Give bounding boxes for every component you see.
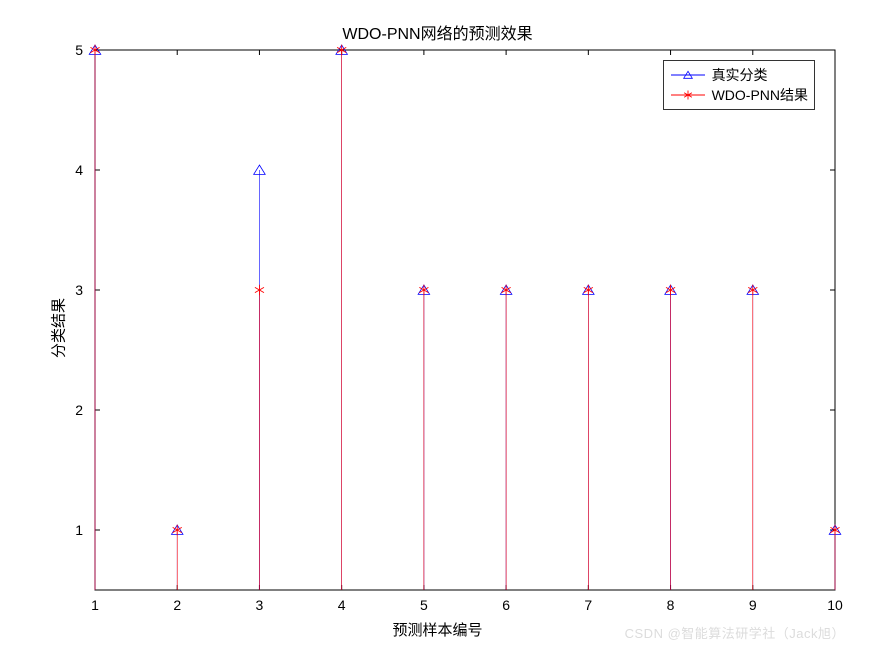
svg-text:4: 4 <box>338 597 346 613</box>
svg-text:1: 1 <box>75 522 83 538</box>
svg-text:7: 7 <box>584 597 592 613</box>
series-WDO-PNN结果 <box>90 45 839 590</box>
svg-text:1: 1 <box>91 597 99 613</box>
legend-label: WDO-PNN结果 <box>712 85 808 105</box>
svg-text:4: 4 <box>75 162 83 178</box>
svg-text:9: 9 <box>749 597 757 613</box>
chart-legend: 真实分类WDO-PNN结果 <box>663 60 815 110</box>
legend-entry: 真实分类 <box>670 65 808 85</box>
legend-label: 真实分类 <box>712 65 768 85</box>
svg-text:8: 8 <box>667 597 675 613</box>
svg-text:3: 3 <box>75 282 83 298</box>
svg-text:5: 5 <box>420 597 428 613</box>
figure-container: WDO-PNN网络的预测效果 分类结果 预测样本编号 CSDN @智能算法研学社… <box>0 0 875 656</box>
series-真实分类 <box>89 45 841 590</box>
legend-entry: WDO-PNN结果 <box>670 85 808 105</box>
svg-text:2: 2 <box>173 597 181 613</box>
svg-text:2: 2 <box>75 402 83 418</box>
svg-text:3: 3 <box>256 597 264 613</box>
svg-text:10: 10 <box>827 597 843 613</box>
svg-text:6: 6 <box>502 597 510 613</box>
svg-text:5: 5 <box>75 42 83 58</box>
